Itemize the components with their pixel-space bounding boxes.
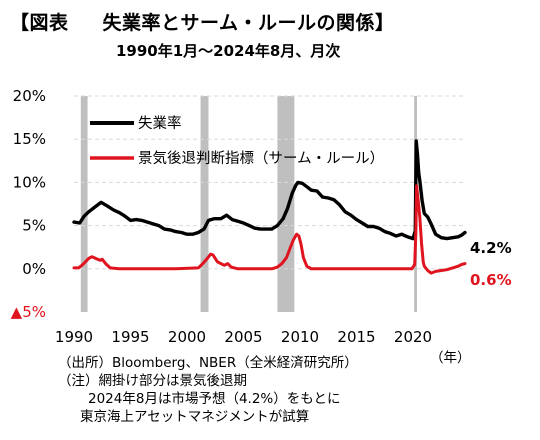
chart-subtitle: 1990年1月～2024年8月、月次 [116, 42, 341, 60]
y-tick-label: 15% [13, 130, 46, 148]
x-axis-unit-label: （年） [430, 350, 471, 366]
y-axis-ticks: 20% 15% 10% 5% 0% ▲5% [11, 87, 46, 321]
recession-shading [80, 96, 417, 312]
end-labels: 4.2% 0.6% [470, 239, 512, 289]
note-calculation: 東京海上アセットマネジメントが試算 [80, 409, 310, 425]
y-tick-label: 5% [22, 217, 46, 235]
end-value-label-2: 0.6% [470, 271, 512, 289]
x-tick-label: 1995 [111, 328, 149, 346]
chart-title-main: 失業率とサーム・ルールの関係】 [102, 12, 395, 34]
series-line-1 [72, 139, 467, 241]
series-lines [72, 139, 467, 275]
x-tick-label: 1990 [55, 328, 93, 346]
chart-title: 【図表 失業率とサーム・ルールの関係】 [10, 8, 394, 35]
x-tick-label: 2015 [337, 328, 375, 346]
recession-band-2 [200, 96, 209, 312]
x-tick-label: 2010 [281, 328, 319, 346]
note-recession: （注）網掛け部分は景気後退期 [58, 373, 247, 389]
x-tick-label: 2000 [168, 328, 206, 346]
y-tick-label: ▲5% [11, 303, 46, 321]
chart-title-prefix: 【図表 [10, 12, 69, 34]
end-value-label-1: 4.2% [470, 239, 512, 257]
recession-band-1 [80, 96, 88, 312]
x-axis-ticks: 1990 1995 2000 2005 2010 2015 2020 [55, 328, 432, 346]
legend-label-2: 景気後退判断指標（サーム・ルール） [138, 150, 384, 167]
y-tick-label: 20% [13, 87, 46, 105]
source-note: （出所）Bloomberg、NBER（全米経済研究所） [58, 355, 358, 371]
y-tick-label: 0% [22, 260, 46, 278]
series-line-2 [72, 184, 467, 275]
note-forecast: 2024年8月は市場予想（4.2%）をもとに [88, 391, 341, 407]
legend-label-1: 失業率 [138, 115, 182, 132]
x-tick-label: 2005 [224, 328, 262, 346]
y-tick-label: 10% [13, 173, 46, 191]
chart-notes: （出所）Bloomberg、NBER（全米経済研究所） （注）網掛け部分は景気後… [58, 354, 358, 426]
x-tick-label: 2020 [394, 328, 432, 346]
recession-band-3 [277, 96, 295, 312]
